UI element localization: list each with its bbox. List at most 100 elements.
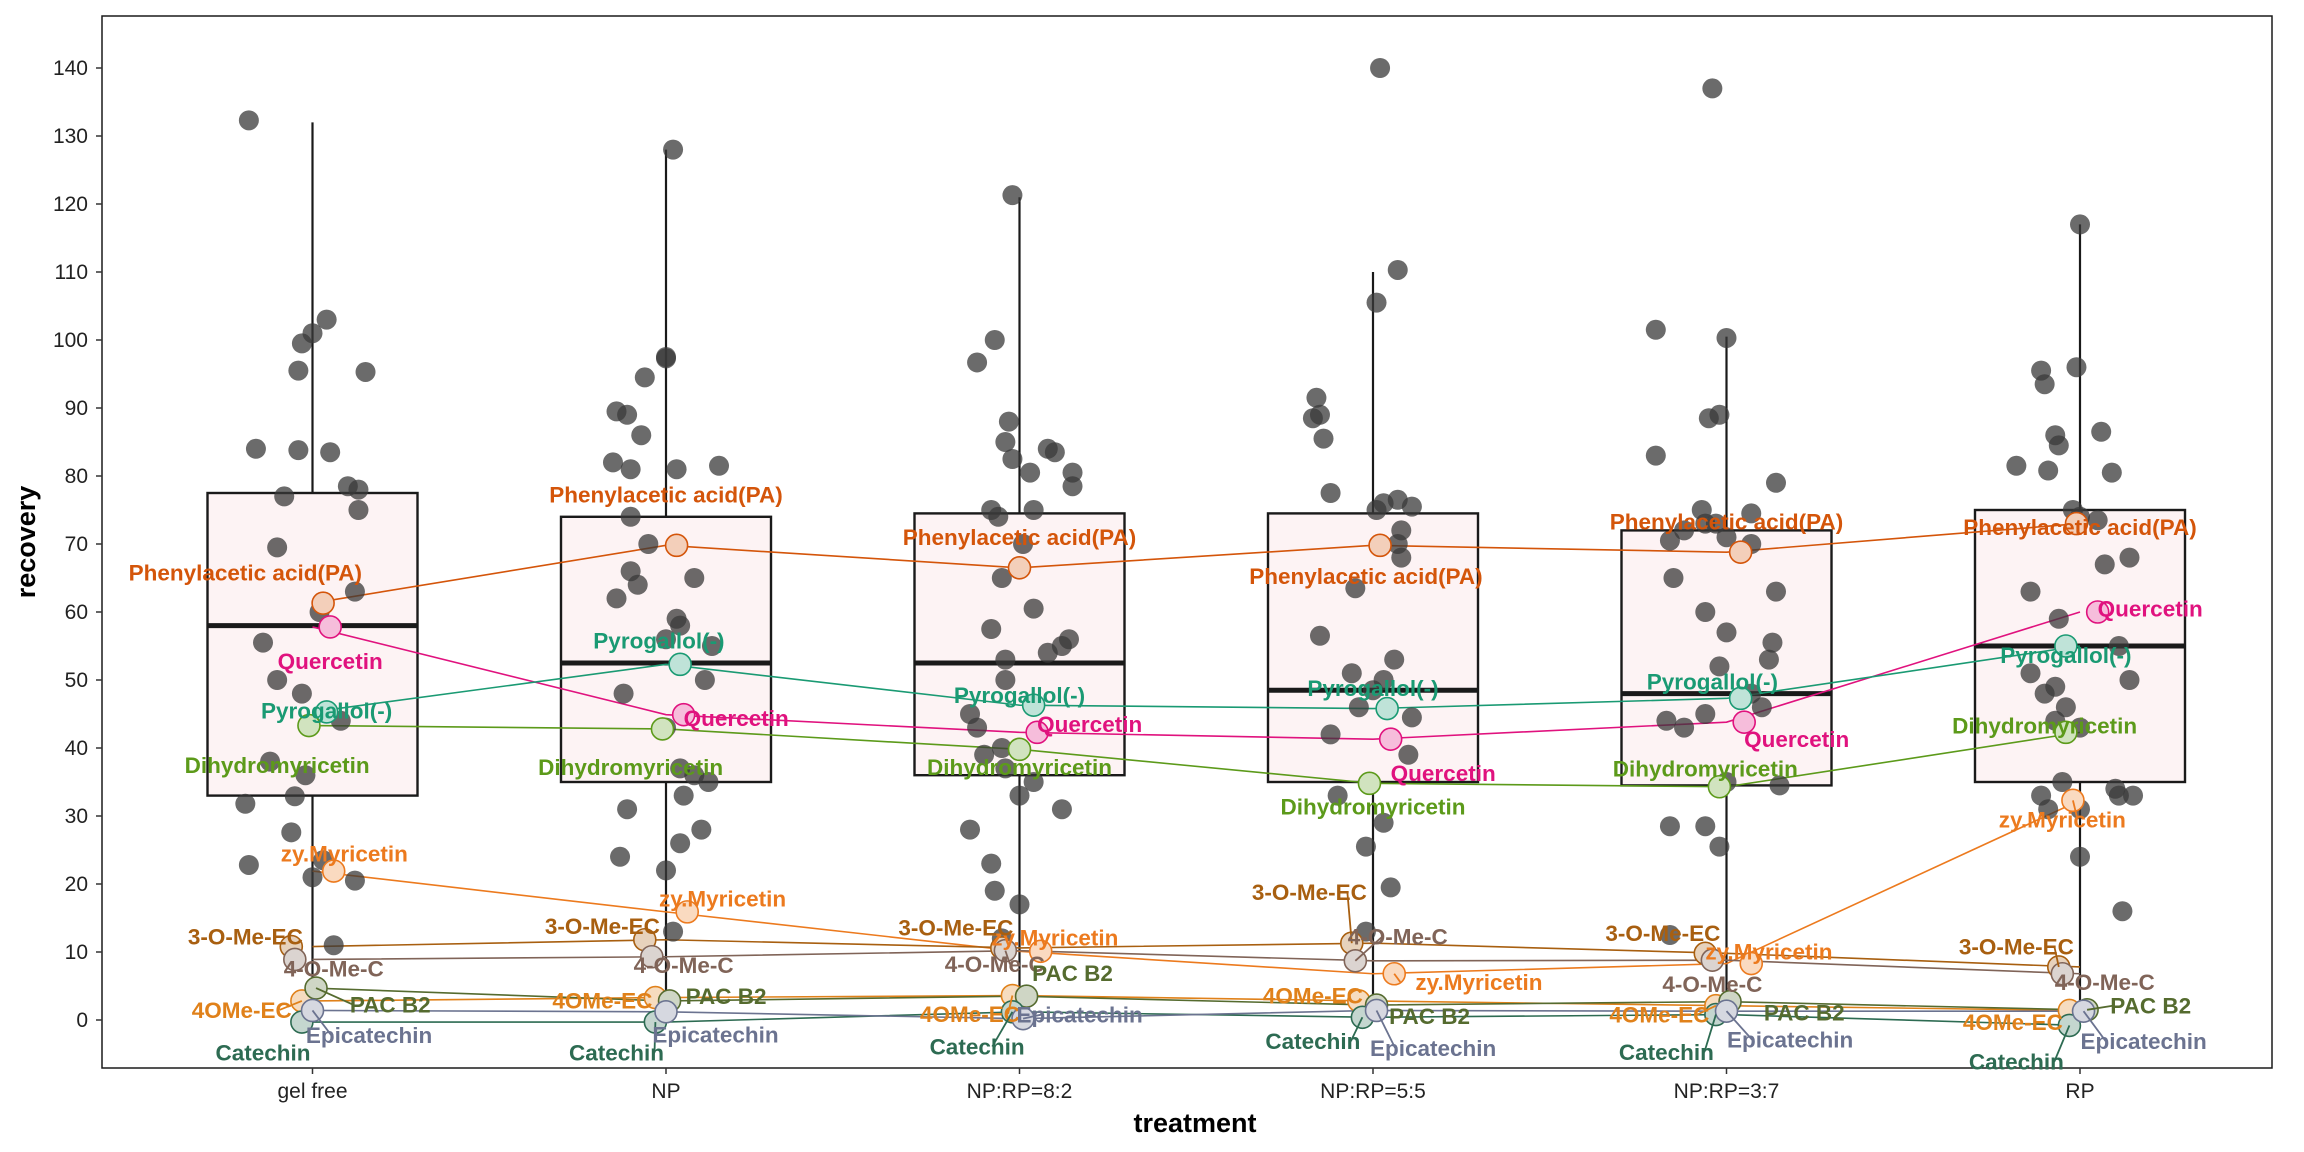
data-point — [691, 819, 712, 840]
data-point — [1391, 547, 1412, 568]
series-label: PAC B2 — [1389, 1004, 1470, 1029]
series-label: 4-O-Me-C — [945, 952, 1045, 977]
data-point — [602, 452, 623, 473]
series-label: Dihydromyricetin — [538, 755, 723, 780]
series-lines-layer — [312, 522, 2081, 1027]
data-point — [1716, 527, 1737, 548]
series-label: 3-O-Me-EC — [1959, 935, 2074, 960]
data-point — [1659, 925, 1680, 945]
series-line — [312, 799, 2081, 975]
data-point — [2112, 901, 2133, 922]
data-point — [1762, 632, 1783, 653]
series-marker — [1378, 727, 1403, 751]
data-point — [2087, 510, 2108, 531]
data-point — [1044, 442, 1065, 463]
series-label: PAC B2 — [2110, 994, 2191, 1019]
series-label: Pyrogallol(-) — [261, 699, 392, 724]
data-point — [1384, 649, 1405, 670]
data-point — [260, 751, 281, 772]
data-point — [2038, 460, 2059, 481]
data-point — [1363, 680, 1383, 701]
series-label: Dihydromyricetin — [185, 753, 370, 778]
series-label: Dihydromyricetin — [927, 755, 1112, 780]
label-connector — [1346, 892, 1353, 944]
series-label: 4OMe-EC — [1609, 1003, 1709, 1028]
series-line — [312, 611, 2081, 740]
data-point — [1051, 799, 1072, 820]
y-tick-label: 140 — [53, 57, 88, 80]
data-point — [620, 506, 641, 527]
data-point — [998, 411, 1019, 432]
series-marker — [1007, 555, 1032, 580]
label-connector — [1725, 1010, 1753, 1041]
plot-panel — [101, 15, 2273, 1069]
data-point — [995, 432, 1016, 452]
data-point — [2020, 581, 2041, 602]
data-point — [606, 588, 627, 609]
y-tick-label: 110 — [55, 261, 88, 284]
data-point — [1306, 387, 1327, 408]
data-point — [267, 537, 288, 558]
series-markers-layer — [279, 511, 2110, 1038]
data-point — [1716, 622, 1737, 643]
data-point — [2048, 608, 2069, 629]
data-point — [1062, 476, 1083, 497]
series-label: Phenylacetic acid(PA) — [903, 525, 1136, 550]
series-marker — [640, 944, 664, 969]
data-point — [1313, 428, 1334, 449]
series-label: 3-O-Me-EC — [898, 916, 1013, 941]
data-point — [284, 786, 305, 807]
data-point — [1709, 656, 1730, 677]
series-marker — [1375, 696, 1399, 721]
data-point — [1348, 697, 1369, 718]
data-point — [617, 404, 638, 425]
data-point — [1659, 530, 1680, 551]
data-point — [2034, 683, 2055, 704]
data-point — [288, 360, 309, 381]
series-label: 4-O-Me-C — [2055, 970, 2155, 995]
series-label: 4OMe-EC — [192, 998, 292, 1023]
y-tick-label: 30 — [65, 805, 88, 828]
data-point — [348, 500, 369, 520]
label-connector — [311, 1009, 332, 1036]
x-tick-label: NP:RP=3:7 — [1674, 1080, 1780, 1103]
data-point — [1302, 408, 1323, 429]
series-label: 3-O-Me-EC — [1605, 921, 1720, 946]
axes-layer: 0 10 20 30 40 50 60 70 80 90 100 110 120 130 140 gel fr… — [53, 57, 2095, 1103]
data-point — [1023, 598, 1044, 619]
data-point — [1309, 625, 1330, 646]
series-label: Quercetin — [1037, 712, 1142, 737]
x-axis-title: treatment — [1133, 1108, 1256, 1138]
data-point — [974, 744, 995, 765]
series-marker — [283, 947, 307, 972]
data-point — [981, 619, 1002, 639]
y-tick-label: 0 — [76, 1009, 88, 1032]
series-marker — [1357, 771, 1382, 796]
series-label: Phenylacetic acid(PA) — [129, 561, 362, 586]
series-label: Catechin — [1265, 1029, 1360, 1054]
series-label: Catechin — [1969, 1049, 2064, 1074]
series-marker — [1728, 540, 1753, 564]
series-label: PAC B2 — [1764, 1001, 1845, 1026]
labels-layer: Phenylacetic acid(PA) Phenylacetic acid(P… — [129, 482, 2207, 1074]
data-point — [1695, 816, 1716, 837]
y-tick-label: 70 — [65, 533, 88, 556]
series-label: zy.Myricetin — [659, 886, 786, 911]
y-tick-label: 130 — [53, 125, 88, 148]
series-label: Catechin — [930, 1035, 1025, 1060]
label-connector — [315, 987, 353, 1006]
data-point — [663, 921, 684, 942]
data-point — [995, 670, 1016, 690]
y-tick-label: 100 — [53, 329, 88, 352]
series-label: Epicatechin — [652, 1022, 778, 1047]
data-point — [694, 670, 715, 690]
data-point — [1702, 78, 1723, 99]
data-point — [2052, 772, 2073, 792]
data-point — [995, 758, 1016, 779]
data-point — [984, 880, 1005, 901]
data-point — [291, 683, 312, 704]
series-label: Quercetin — [278, 649, 383, 674]
data-point — [355, 361, 376, 382]
data-point — [2108, 636, 2129, 656]
